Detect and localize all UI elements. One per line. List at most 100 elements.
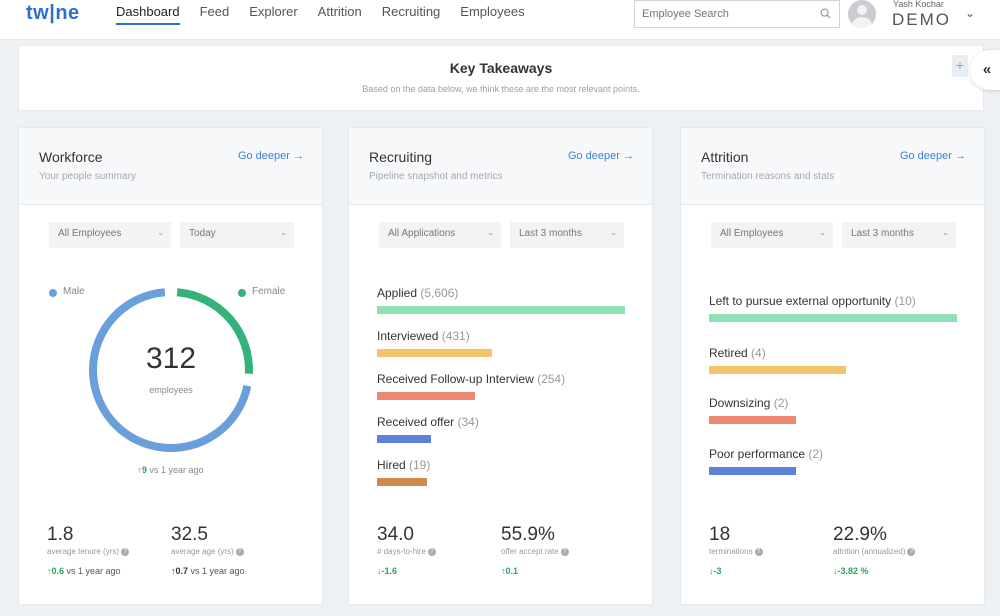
termination-reason-bar[interactable]	[709, 366, 846, 374]
stat-label: average tenure (yrs)?	[47, 547, 130, 556]
employee-filter-select[interactable]: All Employees ⌄	[49, 222, 171, 248]
funnel-stage-label: Hired (19)	[377, 458, 430, 472]
funnel-stage-bar[interactable]	[377, 478, 427, 486]
stat-label-text: # days-to-hire	[377, 547, 426, 556]
arrow-down-icon: ↓	[377, 566, 382, 576]
employee-search-input[interactable]	[635, 1, 815, 27]
delta-text: vs 1 year ago	[66, 566, 121, 576]
stat-delta: ↓-1.6	[377, 566, 397, 576]
arrow-up-icon: ↑	[171, 566, 176, 576]
workforce-card: Workforce Your people summary Go deeper …	[18, 127, 323, 605]
date-filter-select[interactable]: Last 3 months ⌄	[510, 222, 624, 248]
delta-value: -3.82 %	[837, 566, 869, 576]
stat-label: attrition (annualized)?	[833, 547, 916, 556]
filter-value: All Applications	[388, 228, 456, 239]
funnel-stage-label: Received Follow-up Interview (254)	[377, 372, 565, 386]
card-header: Workforce Your people summary Go deeper …	[19, 128, 322, 205]
go-deeper-link[interactable]: Go deeper →	[568, 150, 634, 162]
male-legend-dot	[49, 289, 57, 297]
search-icon[interactable]	[820, 8, 831, 19]
male-legend-label: Male	[63, 286, 85, 297]
bar-label-text: Downsizing	[709, 396, 774, 410]
bar-count: (10)	[894, 294, 916, 308]
delta-value: 9	[141, 465, 147, 475]
info-icon[interactable]: ?	[121, 547, 130, 556]
info-icon[interactable]: ?	[560, 547, 569, 556]
stat-label-text: average tenure (yrs)	[47, 547, 120, 556]
card-subtitle: Pipeline snapshot and metrics	[369, 171, 503, 182]
funnel-stage-label: Received offer (34)	[377, 415, 479, 429]
arrow-down-icon: ↓	[833, 566, 838, 576]
add-takeaway-button[interactable]: +	[952, 55, 968, 77]
filter-value: Today	[189, 228, 216, 239]
chevron-down-icon: ⌄	[487, 228, 494, 237]
chevron-down-icon: ⌄	[819, 228, 826, 237]
user-org: DEMO	[892, 10, 951, 29]
funnel-stage-bar[interactable]	[377, 392, 475, 400]
go-deeper-label: Go deeper	[567, 150, 620, 162]
date-filter-select[interactable]: Today ⌄	[180, 222, 294, 248]
application-filter-select[interactable]: All Applications ⌄	[379, 222, 501, 248]
stat-label-text: terminations	[709, 547, 753, 556]
info-icon[interactable]: ?	[754, 547, 763, 556]
stat-label-text: average age (yrs)	[171, 547, 234, 556]
filter-value: All Employees	[58, 228, 122, 239]
info-icon[interactable]: ?	[427, 547, 436, 556]
stat-value: 1.8	[47, 524, 74, 545]
collapse-panel-button[interactable]: «	[970, 50, 1000, 90]
bar-label-text: Received offer	[377, 415, 458, 429]
nav-feed[interactable]: Feed	[199, 4, 230, 19]
filter-value: Last 3 months	[851, 228, 914, 239]
recruiting-card: Recruiting Pipeline snapshot and metrics…	[348, 127, 653, 605]
date-filter-select[interactable]: Last 3 months ⌄	[842, 222, 956, 248]
stat-delta: ↑0.6 vs 1 year ago	[47, 566, 121, 576]
termination-reason-bar[interactable]	[709, 467, 796, 475]
nav-explorer[interactable]: Explorer	[249, 4, 298, 19]
stat-label-text: attrition (annualized)	[833, 547, 906, 556]
bar-label-text: Received Follow-up Interview	[377, 372, 538, 386]
arrow-right-icon: →	[623, 150, 634, 162]
arrow-up-icon: ↑	[137, 465, 142, 475]
stat-value: 32.5	[171, 524, 208, 545]
nav-dashboard[interactable]: Dashboard	[116, 4, 180, 25]
stat-label: terminations?	[709, 547, 763, 556]
chevron-down-icon[interactable]: ⌄	[965, 6, 976, 20]
card-title: Recruiting	[369, 149, 433, 165]
stat-value: 22.9%	[833, 524, 887, 545]
nav-employees[interactable]: Employees	[460, 4, 525, 19]
takeaways-title: Key Takeaways	[449, 60, 553, 76]
stat-label: offer accept rate?	[501, 547, 569, 556]
delta-text: vs 1 year ago	[190, 566, 245, 576]
card-title: Workforce	[39, 149, 103, 165]
termination-reason-bar[interactable]	[709, 416, 796, 424]
termination-reason-bar[interactable]	[709, 314, 957, 322]
funnel-stage-bar[interactable]	[377, 349, 492, 357]
female-legend-dot	[238, 289, 246, 297]
nav-attrition[interactable]: Attrition	[317, 4, 362, 19]
user-avatar[interactable]	[848, 0, 876, 28]
card-subtitle: Termination reasons and stats	[701, 171, 835, 182]
arrow-right-icon: →	[955, 150, 966, 162]
chevron-down-icon: ⌄	[280, 228, 287, 237]
info-icon[interactable]: ?	[235, 547, 244, 556]
employee-count: 312	[145, 342, 197, 375]
female-segment[interactable]	[176, 288, 253, 374]
funnel-stage-label: Interviewed (431)	[377, 329, 470, 343]
twine-logo[interactable]: tw|ne	[26, 2, 80, 24]
nav-recruiting[interactable]: Recruiting	[381, 4, 441, 19]
go-deeper-link[interactable]: Go deeper →	[900, 150, 966, 162]
funnel-stage-bar[interactable]	[377, 435, 431, 443]
stat-delta: ↑0.1	[501, 566, 518, 576]
stat-value: 18	[709, 524, 731, 545]
bar-count: (254)	[537, 372, 566, 386]
employee-search	[634, 0, 840, 28]
funnel-stage-bar[interactable]	[377, 306, 625, 314]
go-deeper-link[interactable]: Go deeper →	[238, 150, 304, 162]
bar-label-text: Left to pursue external opportunity	[709, 294, 895, 308]
bar-label-text: Applied	[377, 286, 421, 300]
employee-filter-select[interactable]: All Employees ⌄	[711, 222, 833, 248]
male-segment[interactable]	[89, 288, 252, 452]
card-title: Attrition	[701, 149, 749, 165]
delta-value: -3	[713, 566, 722, 576]
info-icon[interactable]: ?	[907, 547, 916, 556]
